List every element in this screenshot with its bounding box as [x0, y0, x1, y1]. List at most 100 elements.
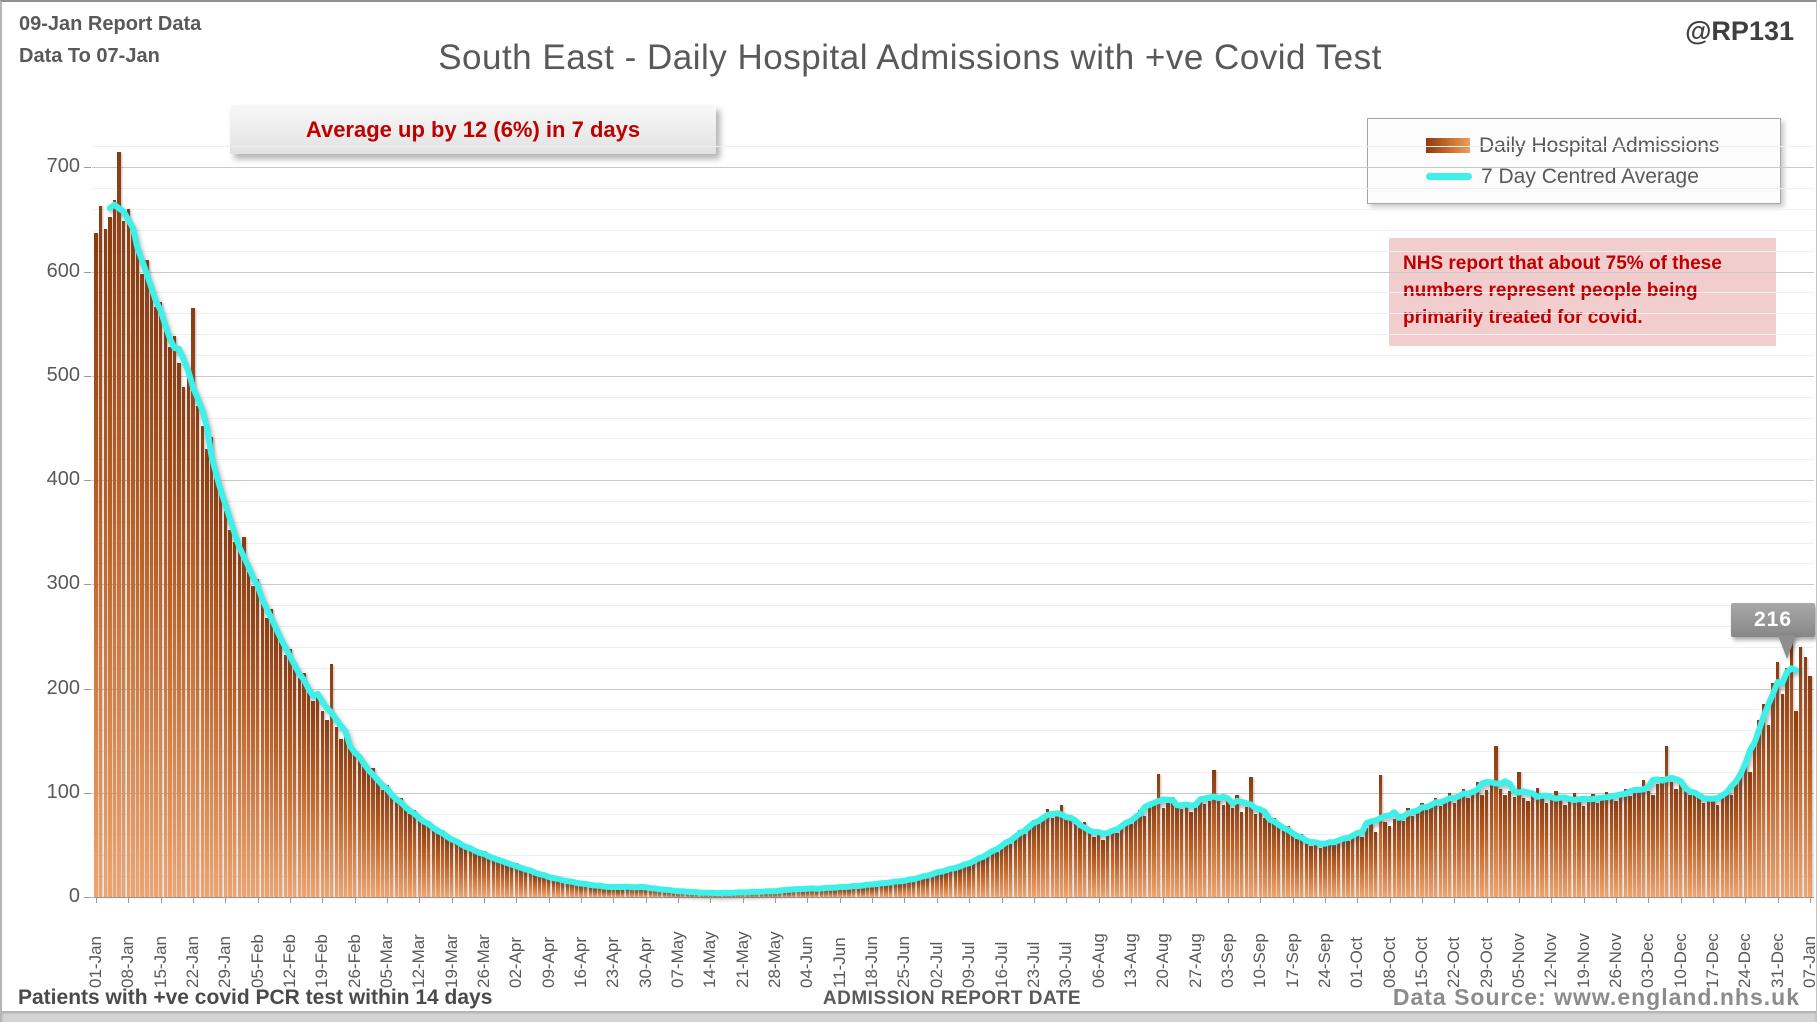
- admissions-bar: [1429, 805, 1433, 897]
- admissions-bar: [1166, 803, 1170, 897]
- x-tick-label: 12-Mar: [409, 934, 429, 988]
- admissions-bar: [1489, 780, 1493, 897]
- admissions-bar: [486, 857, 491, 897]
- admissions-bar: [1055, 811, 1059, 897]
- admissions-bar: [602, 887, 606, 897]
- admissions-bar: [611, 885, 616, 897]
- minor-gridline: [92, 417, 1814, 419]
- admissions-bar: [450, 841, 454, 897]
- admissions-bar: [1110, 828, 1115, 897]
- major-gridline: [92, 480, 1814, 482]
- x-tick-label: 12-Nov: [1541, 933, 1561, 988]
- admissions-bar: [588, 885, 593, 897]
- x-tick-label: 15-Oct: [1411, 936, 1431, 988]
- admissions-bar: [1189, 811, 1193, 897]
- x-tick-label: 08-Oct: [1379, 936, 1399, 988]
- admissions-bar: [1263, 817, 1267, 897]
- report-info: 09-Jan Report Data Data To 07-Jan: [19, 8, 201, 72]
- admissions-bar: [1101, 839, 1105, 897]
- admissions-bar: [454, 838, 459, 897]
- admissions-bar: [1595, 803, 1600, 897]
- major-gridline: [92, 375, 1814, 377]
- y-tick-label: 0: [68, 885, 80, 907]
- admissions-bar: [394, 802, 398, 897]
- admissions-bar: [1004, 839, 1008, 897]
- admissions-bar: [1452, 803, 1456, 897]
- x-tick-label: 14-May: [700, 931, 720, 988]
- admissions-bar: [1558, 800, 1563, 897]
- callout-pointer-icon: [1778, 635, 1796, 659]
- admissions-bar: [1443, 801, 1447, 897]
- admissions-bar: [1346, 840, 1350, 897]
- admissions-bar: [1253, 813, 1258, 897]
- admissions-bar: [325, 719, 329, 897]
- x-tick-mark: [484, 897, 486, 903]
- admissions-bar: [851, 884, 856, 897]
- admissions-bar: [1124, 819, 1128, 897]
- admissions-bar: [1156, 774, 1161, 897]
- x-tick-label: 18-Jun: [862, 936, 882, 988]
- admissions-bar: [348, 744, 352, 897]
- admissions-bar: [214, 471, 218, 897]
- admissions-bar: [1692, 789, 1697, 897]
- x-tick-mark: [290, 897, 292, 903]
- admissions-bar: [893, 880, 897, 897]
- minor-gridline: [92, 188, 1814, 190]
- x-tick-mark: [1098, 897, 1100, 903]
- admissions-bar: [1295, 838, 1299, 897]
- x-tick-label: 04-Jun: [797, 936, 817, 988]
- admissions-bar: [1337, 841, 1341, 897]
- x-tick-mark: [1486, 897, 1488, 903]
- x-tick-mark: [678, 897, 680, 903]
- admissions-bar: [560, 881, 565, 897]
- x-tick-mark: [1001, 897, 1003, 903]
- y-tick-mark: [84, 480, 91, 482]
- admissions-bar: [1535, 787, 1540, 897]
- admissions-bar: [422, 824, 426, 897]
- admissions-bar: [98, 205, 103, 897]
- admissions-bar: [205, 448, 209, 897]
- admissions-bar: [1660, 777, 1664, 897]
- admissions-bar: [269, 609, 274, 897]
- x-tick-label: 26-Nov: [1605, 933, 1625, 988]
- admissions-bar: [985, 854, 990, 897]
- admissions-bar: [1138, 810, 1142, 897]
- admissions-bar: [620, 888, 625, 897]
- admissions-bar: [1387, 826, 1392, 897]
- minor-gridline: [92, 438, 1814, 440]
- x-tick-label: 01-Jan: [86, 936, 105, 988]
- x-tick-label: 05-Mar: [377, 934, 397, 988]
- y-tick-mark: [84, 897, 91, 898]
- admissions-bar: [999, 845, 1004, 897]
- nhs-note-text: NHS report that about 75% of these numbe…: [1403, 253, 1722, 328]
- admissions-bar: [1119, 826, 1124, 897]
- admissions-bar: [1683, 785, 1687, 897]
- y-tick-label: 100: [46, 780, 80, 803]
- x-tick-label: 27-Aug: [1185, 933, 1205, 988]
- admissions-bar: [389, 796, 394, 897]
- y-tick-mark: [84, 584, 91, 586]
- admissions-bar: [1549, 795, 1553, 897]
- x-tick-mark: [1421, 897, 1423, 903]
- admissions-bar: [1378, 775, 1383, 897]
- admissions-bar: [1059, 805, 1064, 897]
- admissions-bar: [186, 372, 191, 897]
- minor-gridline: [92, 855, 1814, 857]
- admissions-bar: [1572, 792, 1577, 897]
- admissions-bar: [662, 890, 666, 897]
- admissions-bar: [1494, 745, 1498, 897]
- admissions-bar: [1702, 803, 1706, 897]
- admissions-bar: [1563, 805, 1567, 897]
- x-tick-mark: [1810, 897, 1811, 903]
- admissions-bar: [1170, 796, 1175, 897]
- admissions-bar: [597, 884, 602, 897]
- x-tick-mark: [225, 897, 227, 903]
- admissions-bar: [1609, 796, 1614, 897]
- admissions-bar: [1096, 832, 1101, 897]
- x-tick-label: 12-Feb: [280, 934, 300, 988]
- admissions-bar: [547, 878, 551, 897]
- admissions-bar: [1281, 830, 1286, 897]
- minor-gridline: [92, 646, 1814, 648]
- admissions-bar: [556, 877, 560, 897]
- x-tick-mark: [354, 897, 356, 903]
